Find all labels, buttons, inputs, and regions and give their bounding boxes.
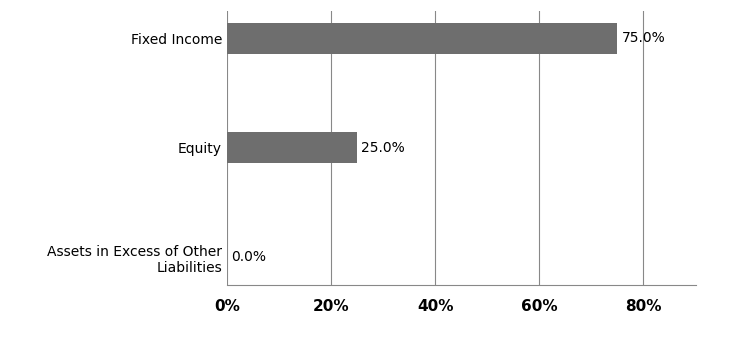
Text: 25.0%: 25.0% [361,141,405,155]
Bar [227,23,618,54]
Text: 0.0%: 0.0% [231,250,266,264]
Bar [227,132,357,163]
Text: 75.0%: 75.0% [621,31,665,46]
